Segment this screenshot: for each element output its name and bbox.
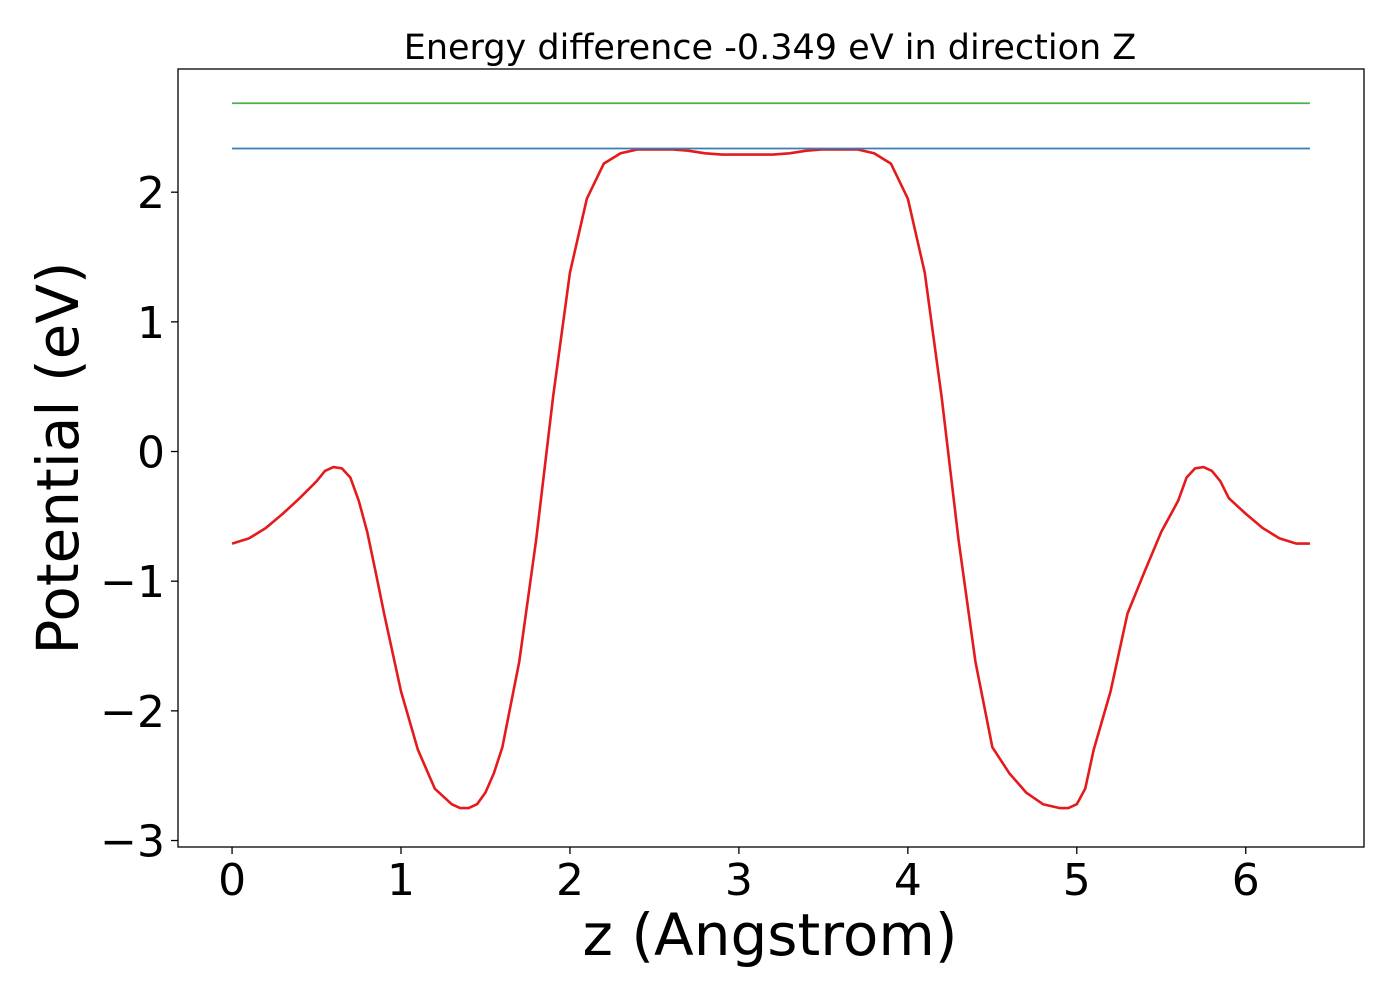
y-tick-label: −2 bbox=[100, 687, 165, 738]
y-tick-label: 0 bbox=[137, 428, 165, 479]
plot-frame bbox=[177, 68, 1365, 848]
x-tick-label: 4 bbox=[894, 855, 922, 906]
y-axis-ticks: −3 −2 −1 0 1 2 bbox=[100, 168, 178, 868]
x-tick-label: 1 bbox=[387, 855, 415, 906]
x-axis-label: z (Angstrom) bbox=[583, 901, 958, 969]
chart-title: Energy difference -0.349 eV in direction… bbox=[404, 28, 1137, 68]
x-axis-ticks: 0 1 2 3 4 5 6 bbox=[218, 847, 1260, 906]
y-tick-label: −3 bbox=[100, 817, 165, 868]
x-tick-label: 2 bbox=[556, 855, 584, 906]
x-tick-label: 0 bbox=[218, 855, 246, 906]
y-tick-label: −1 bbox=[100, 557, 165, 608]
series-layer bbox=[231, 102, 1310, 810]
x-tick-label: 3 bbox=[725, 855, 753, 906]
y-tick-label: 2 bbox=[137, 168, 165, 219]
y-axis-label: Potential (eV) bbox=[24, 261, 92, 654]
x-tick-label: 6 bbox=[1232, 855, 1260, 906]
series-line-1 bbox=[231, 148, 1310, 810]
y-tick-label: 1 bbox=[137, 298, 165, 349]
x-tick-label: 5 bbox=[1063, 855, 1091, 906]
